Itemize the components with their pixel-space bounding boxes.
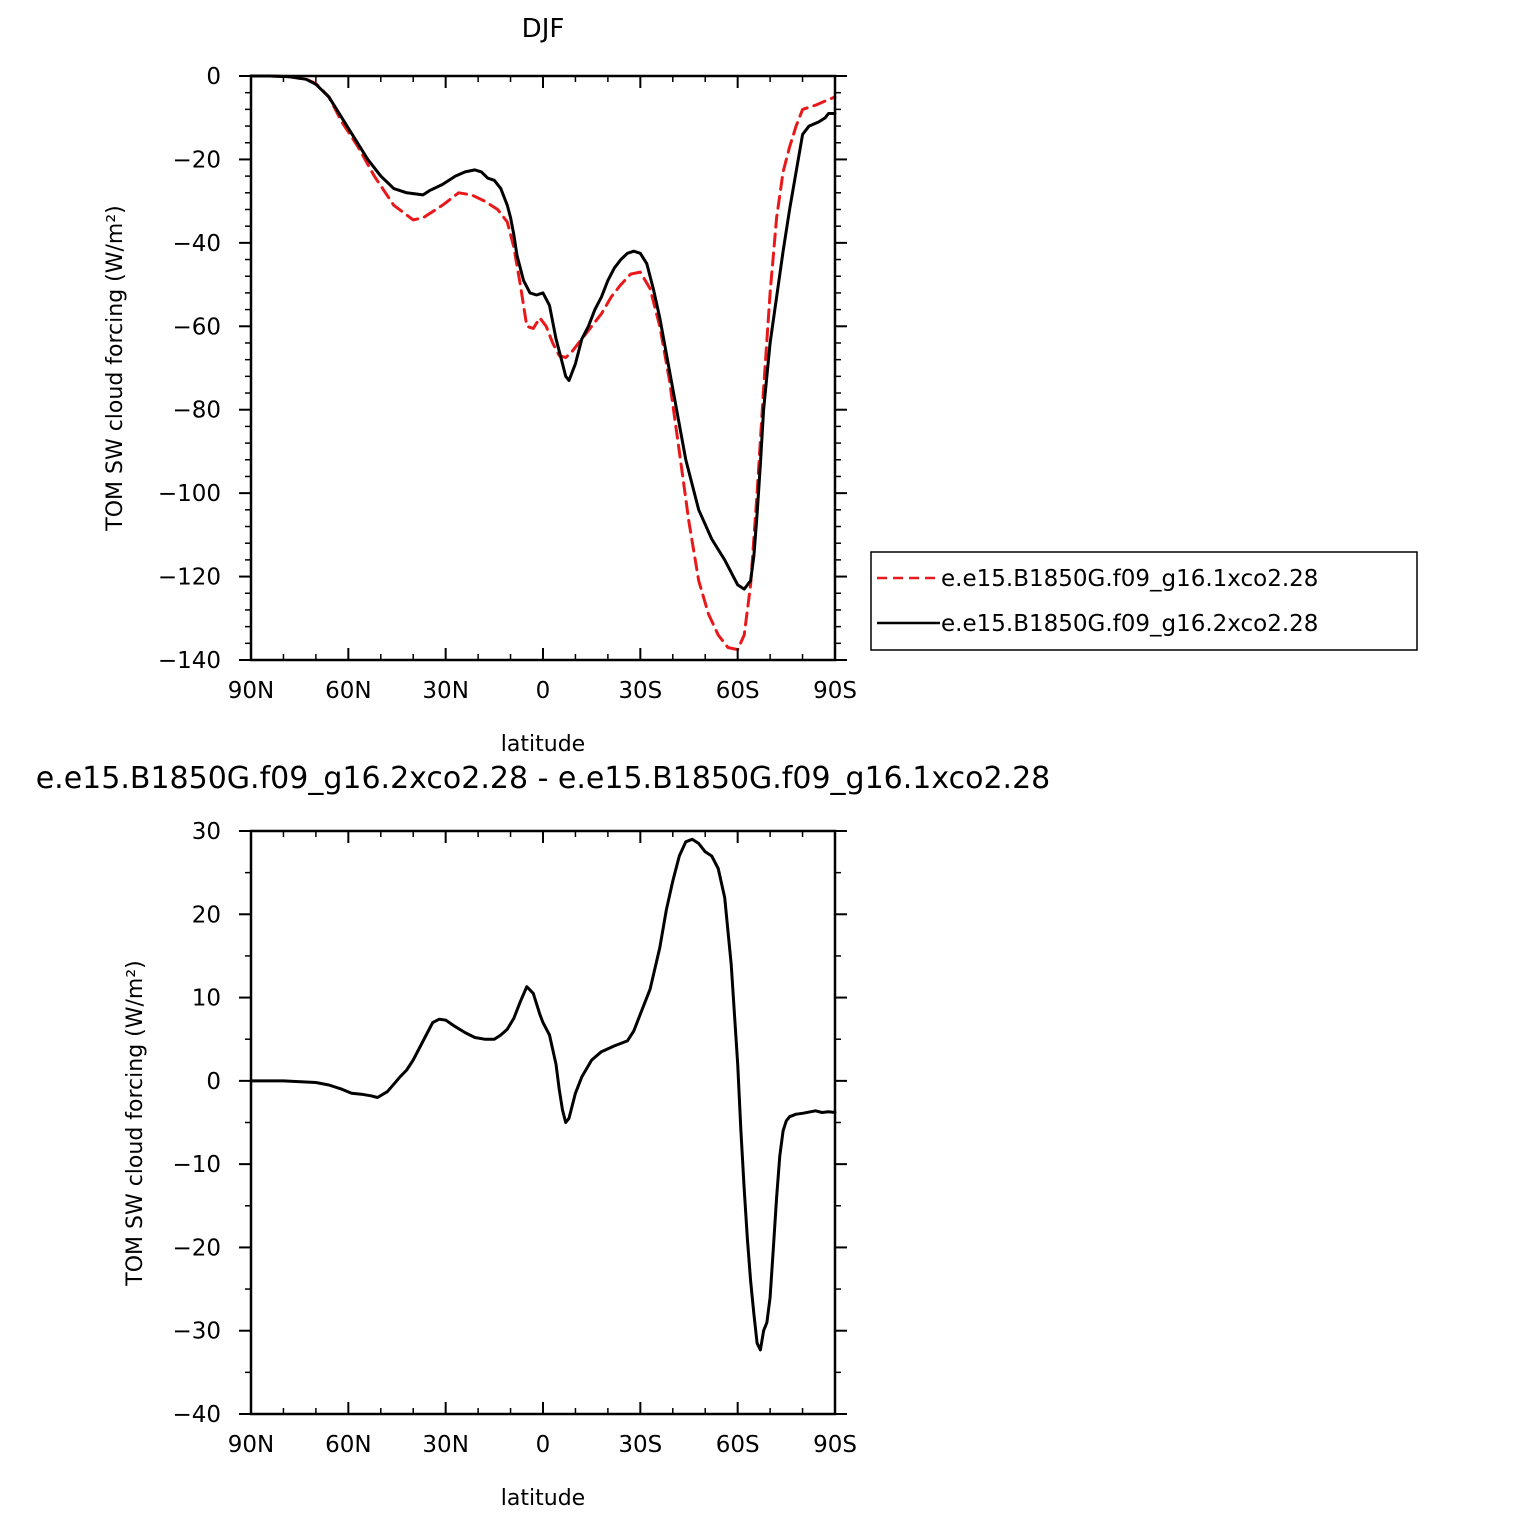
top-panel-x-tick-label: 0 bbox=[536, 678, 551, 704]
top-panel-y-tick-label: −120 bbox=[158, 565, 221, 591]
top-panel-y-tick-label: −80 bbox=[172, 398, 221, 424]
bottom-panel-x-tick-label: 30N bbox=[422, 1432, 468, 1458]
legend: e.e15.B1850G.f09_g16.1xco2.28 e.e15.B185… bbox=[870, 551, 1418, 651]
bottom-panel-y-tick-label: −10 bbox=[172, 1152, 221, 1178]
bottom-panel-y-tick-label: −40 bbox=[172, 1402, 221, 1428]
top-panel-title: DJF bbox=[522, 14, 565, 44]
legend-label-1xco2: e.e15.B1850G.f09_g16.1xco2.28 bbox=[941, 566, 1318, 592]
bottom-panel-x-tick-label: 60N bbox=[325, 1432, 371, 1458]
top-panel-series-line-1 bbox=[249, 74, 837, 652]
top-panel-y-tick-label: −60 bbox=[172, 314, 221, 340]
bottom-panel-series-line-1 bbox=[249, 837, 837, 1352]
bottom-panel-x-tick-label: 60S bbox=[716, 1432, 760, 1458]
bottom-panel-x-tick-label: 30S bbox=[618, 1432, 662, 1458]
top-panel-x-tick-label: 90S bbox=[813, 678, 857, 704]
top-panel-x-tick-label: 90N bbox=[228, 678, 274, 704]
bottom-panel-y-tick-label: 30 bbox=[192, 819, 221, 845]
top-panel-series-line-2 bbox=[249, 74, 837, 591]
top-panel-x-tick-label: 30S bbox=[618, 678, 662, 704]
top-panel-y-tick-label: 0 bbox=[206, 64, 221, 90]
top-panel-djf: DJF 90N 60N 30N 0 30S 60S 90S −140 −120 −100 −80 −6… bbox=[103, 14, 1418, 757]
top-panel-y-axis-label: TOM SW cloud forcing (W/m²) bbox=[103, 205, 128, 531]
top-panel-y-tick-label: −40 bbox=[172, 231, 221, 257]
bottom-panel-plot-frame bbox=[249, 829, 837, 1416]
bottom-panel-y-tick-label: 0 bbox=[206, 1069, 221, 1095]
top-panel-x-axis-label: latitude bbox=[501, 732, 585, 757]
top-panel-x-tick-label: 60S bbox=[716, 678, 760, 704]
legend-label-2xco2: e.e15.B1850G.f09_g16.2xco2.28 bbox=[941, 611, 1318, 637]
bottom-panel-x-tick-label: 90S bbox=[813, 1432, 857, 1458]
bottom-panel-title: e.e15.B1850G.f09_g16.2xco2.28 - e.e15.B1… bbox=[36, 761, 1051, 796]
bottom-panel-series-lines bbox=[249, 837, 837, 1352]
top-panel-x-tick-label: 60N bbox=[325, 678, 371, 704]
bottom-panel-y-tick-label: 20 bbox=[192, 902, 221, 928]
bottom-panel-difference: e.e15.B1850G.f09_g16.2xco2.28 - e.e15.B1… bbox=[36, 761, 1051, 1511]
top-panel-x-tick-label: 30N bbox=[422, 678, 468, 704]
bottom-panel-x-tick-label: 90N bbox=[228, 1432, 274, 1458]
bottom-panel-y-axis-label: TOM SW cloud forcing (W/m²) bbox=[123, 960, 148, 1286]
top-panel-y-tick-label: −140 bbox=[158, 648, 221, 674]
bottom-panel-y-tick-label: −20 bbox=[172, 1235, 221, 1261]
bottom-panel-x-axis-label: latitude bbox=[501, 1486, 585, 1511]
top-panel-plot-frame bbox=[249, 74, 837, 662]
bottom-panel-y-tick-label: 10 bbox=[192, 986, 221, 1012]
bottom-panel-y-tick-label: −30 bbox=[172, 1319, 221, 1345]
top-panel-series-lines bbox=[249, 74, 837, 652]
top-panel-y-tick-label: −100 bbox=[158, 481, 221, 507]
legend-box bbox=[870, 551, 1418, 651]
bottom-panel-x-tick-label: 0 bbox=[536, 1432, 551, 1458]
top-panel-y-tick-label: −20 bbox=[172, 147, 221, 173]
